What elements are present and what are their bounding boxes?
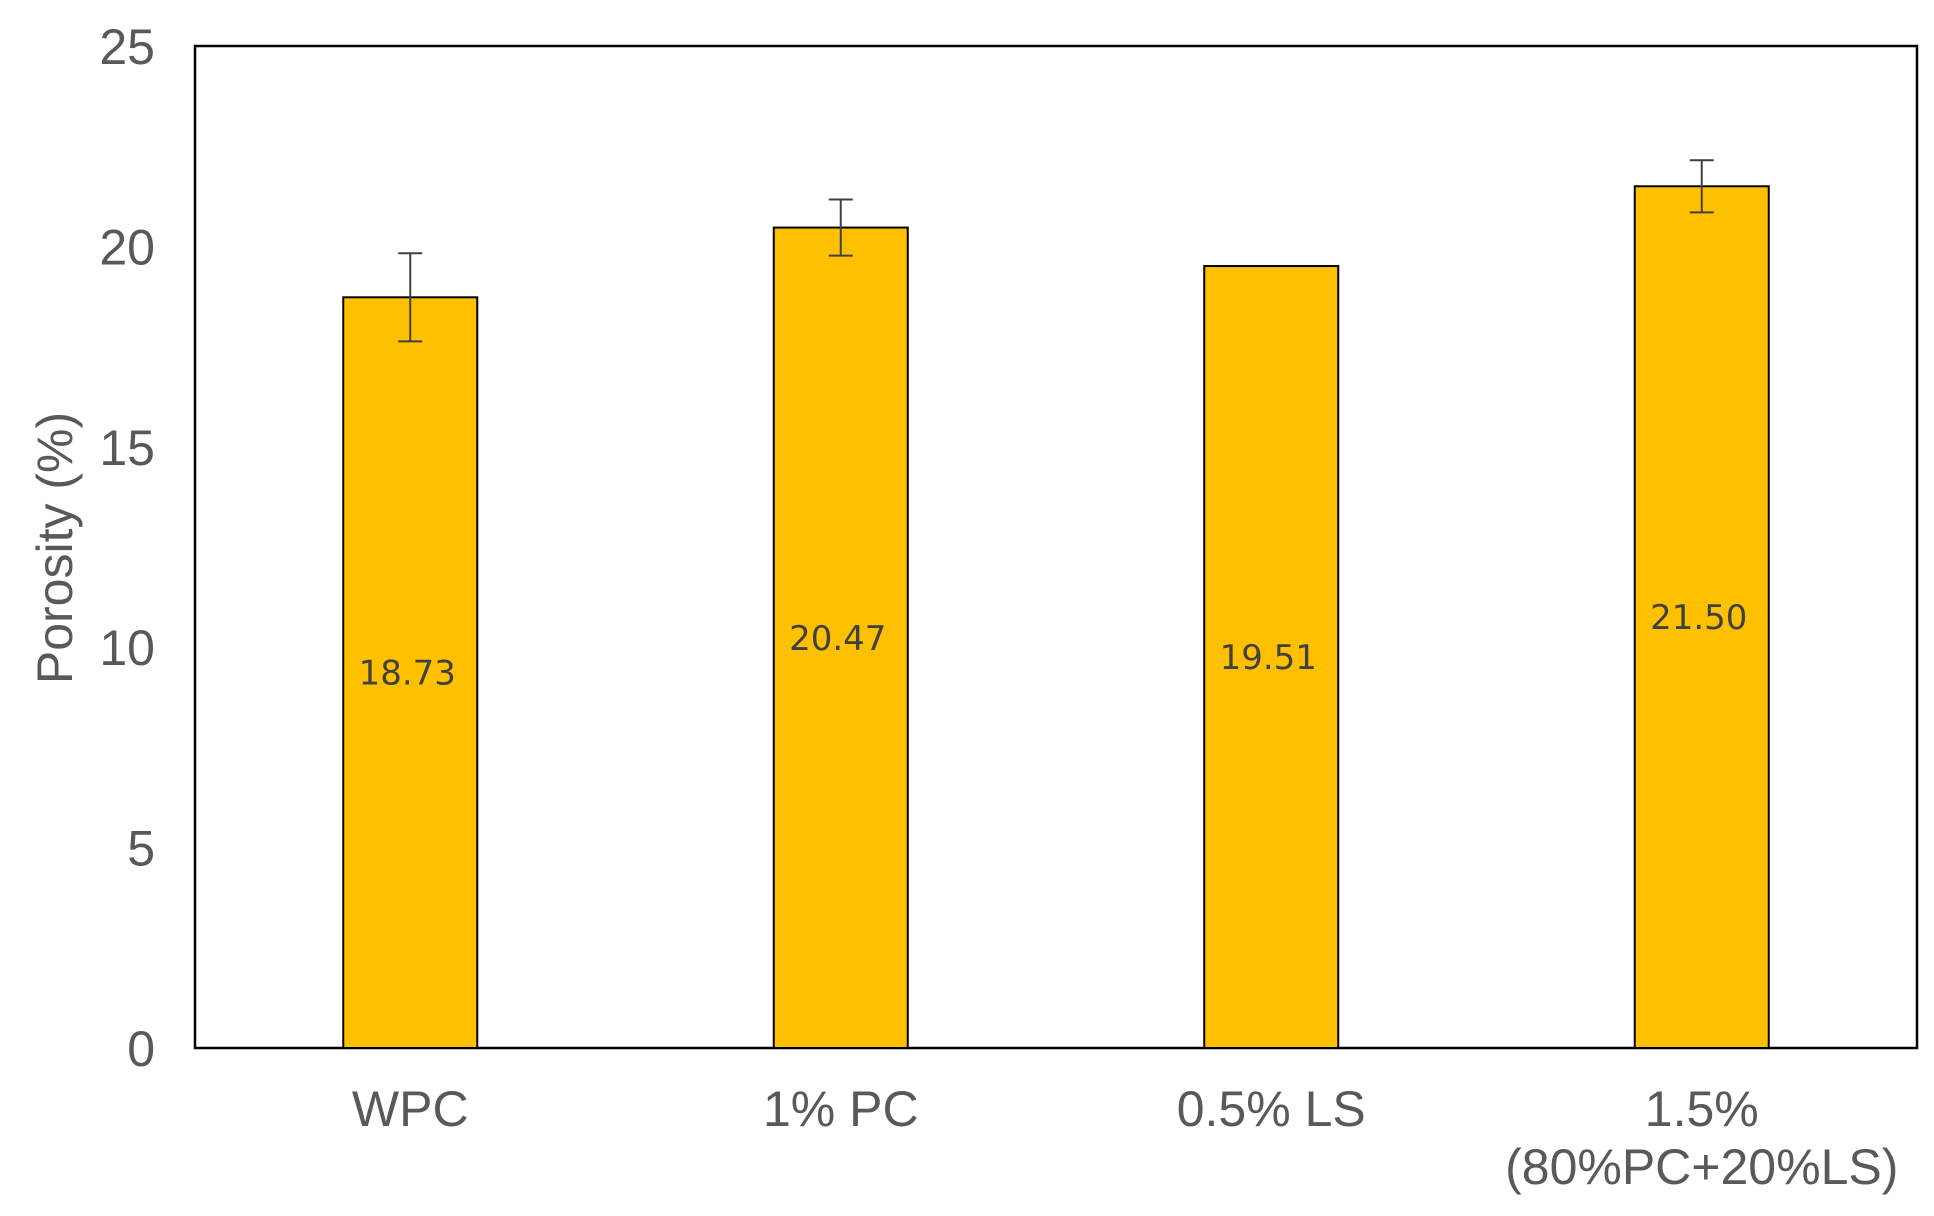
y-tick-label: 0 xyxy=(127,1021,155,1077)
x-category-label: 0.5% LS xyxy=(1177,1081,1366,1137)
y-axis-title: Porosity (%) xyxy=(27,412,83,684)
error-bar xyxy=(1689,159,1714,214)
y-tick-label: 20 xyxy=(99,219,155,275)
bar xyxy=(1203,265,1340,1050)
error-bar xyxy=(398,252,423,343)
error-bar xyxy=(828,198,853,257)
data-label: 18.73 xyxy=(359,654,456,694)
y-tick-label: 15 xyxy=(99,420,155,476)
data-label: 21.50 xyxy=(1650,598,1747,638)
x-category-label: 1.5% (80%PC+20%LS) xyxy=(1505,1081,1898,1195)
data-label: 19.51 xyxy=(1220,638,1317,678)
bar xyxy=(772,226,909,1050)
data-label: 20.47 xyxy=(789,619,886,659)
x-category-label: WPC xyxy=(352,1081,469,1137)
y-tick-label: 5 xyxy=(127,821,155,877)
bar xyxy=(1633,185,1770,1049)
plot-area xyxy=(193,44,1919,1050)
x-category-label: 1% PC xyxy=(763,1081,919,1137)
y-tick-label: 10 xyxy=(99,620,155,676)
y-tick-label: 25 xyxy=(99,19,155,75)
